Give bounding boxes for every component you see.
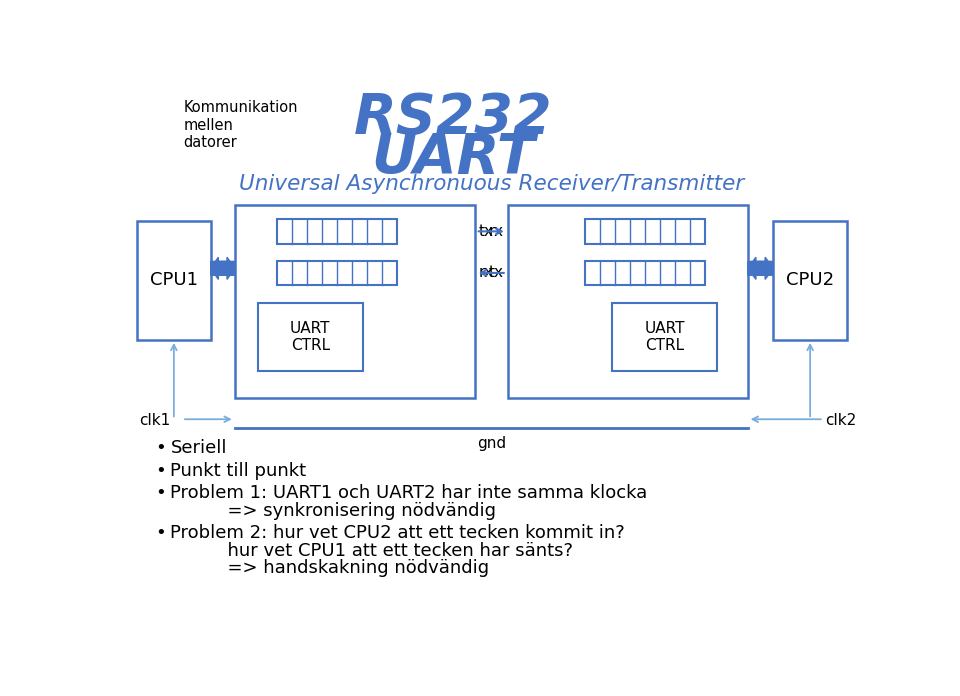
Bar [137,221,210,340]
Bar [508,205,748,397]
Text: clk1: clk1 [139,413,171,428]
Text: tx: tx [479,224,493,239]
Text: Punkt till punkt: Punkt till punkt [170,461,306,480]
Text: RS232: RS232 [354,91,553,145]
Text: UART
CTRL: UART CTRL [290,321,330,353]
Text: CPU2: CPU2 [786,271,834,290]
Bar [585,260,706,285]
Text: Problem 1: UART1 och UART2 har inte samma klocka: Problem 1: UART1 och UART2 har inte samm… [170,484,648,502]
Text: •: • [155,484,166,502]
Text: UART: UART [372,132,535,185]
Bar [234,205,475,397]
Text: clk2: clk2 [826,413,856,428]
Text: Kommunikation
mellen
datorer: Kommunikation mellen datorer [183,100,298,150]
FancyArrow shape [748,258,774,279]
Text: => synkronisering nödvändig: => synkronisering nödvändig [170,502,496,520]
Bar [774,221,847,340]
Text: rx: rx [489,224,504,239]
Text: rx: rx [479,265,493,280]
Text: tx: tx [489,265,504,280]
Text: Universal Asynchronuous Receiver/Transmitter: Universal Asynchronuous Receiver/Transmi… [239,175,745,194]
FancyArrow shape [748,258,774,279]
Text: Seriell: Seriell [170,439,227,457]
Bar [585,219,706,244]
Text: UART
CTRL: UART CTRL [644,321,684,353]
Bar [258,303,363,371]
Text: hur vet CPU1 att ett tecken har sänts?: hur vet CPU1 att ett tecken har sänts? [170,541,573,560]
Text: •: • [155,461,166,480]
FancyArrow shape [210,258,234,279]
FancyArrow shape [210,258,234,279]
Text: •: • [155,439,166,457]
Bar [277,260,397,285]
Text: Problem 2: hur vet CPU2 att ett tecken kommit in?: Problem 2: hur vet CPU2 att ett tecken k… [170,524,625,542]
Text: gnd: gnd [477,436,506,451]
Text: •: • [155,524,166,542]
Bar [612,303,717,371]
Text: => handskakning nödvändig: => handskakning nödvändig [170,560,490,578]
Text: CPU1: CPU1 [150,271,198,290]
Bar [277,219,397,244]
